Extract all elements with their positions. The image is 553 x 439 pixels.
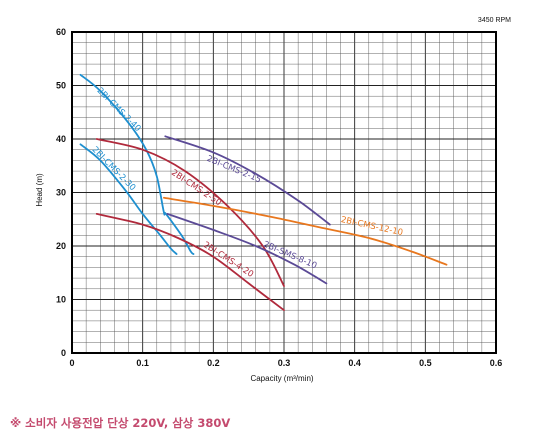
x-axis-label: Capacity (m³/min) [250,374,313,383]
series-line-2bi-sms-8-10 [166,213,328,285]
series [79,73,448,312]
series-label-2bi-sms-8-10: 2BI-SMS-8-10 [262,240,319,272]
rpm-label: 3450 RPM [478,17,511,24]
tick-labels: 0 0.1 0.2 0.3 0.4 0.5 0.6 0 10 20 30 40 50 60 [56,27,502,368]
x-tick-label: 0.1 [136,358,149,368]
y-tick-label: 20 [56,241,66,251]
x-tick-label: 0.3 [278,358,291,368]
series-label-2bi-cms-12-10: 2BI-CMS-12-10 [340,215,404,238]
series-line-2bi-cms-4-20 [95,213,285,312]
y-tick-label: 0 [61,348,66,358]
y-tick-label: 40 [56,134,66,144]
x-tick-label: 0.4 [348,358,361,368]
y-axis-label: Head (m) [35,173,44,207]
x-tick-label: 0.5 [419,358,432,368]
x-tick-label: 0.6 [490,358,503,368]
plot-frame [71,31,497,354]
y-tick-label: 10 [56,295,66,305]
y-tick-label: 30 [56,188,66,198]
series-label-2bi-cms-2-30: 2BI-CMS-2-30 [90,145,138,193]
voltage-footnote: ※ 소비자 사용전압 단상 220V, 삼상 380V [10,416,231,430]
x-tick-label: 0.2 [207,358,220,368]
grid [71,31,497,354]
series-line-2bi-cms-12-10 [163,196,448,266]
series-line-2bi-cms-2-30 [79,143,178,255]
series-line-2bi-cms-2-15 [164,135,331,226]
y-tick-label: 60 [56,27,66,37]
pump-performance-chart: 0 0.1 0.2 0.3 0.4 0.5 0.6 0 10 20 30 40 50 60 2BI-CMS… [35,17,511,383]
x-tick-label: 0 [69,358,74,368]
y-tick-label: 50 [56,81,66,91]
series-line-2bi-cms-2-40 [79,73,195,255]
series-label-2bi-cms-2-40: 2BI-CMS-2-40 [95,86,143,134]
